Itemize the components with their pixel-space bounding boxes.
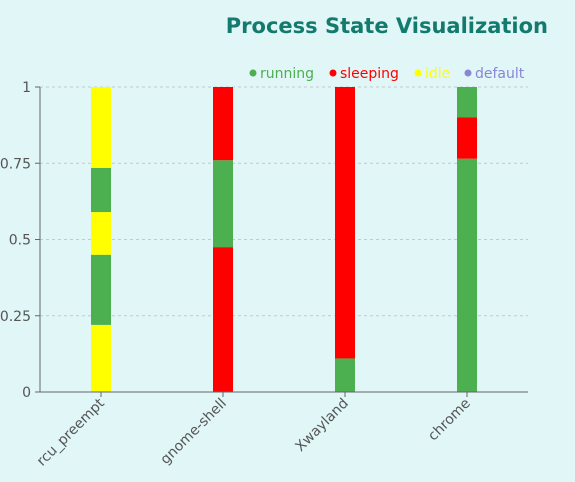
bar-segment-sleeping xyxy=(213,87,233,161)
legend-label-default: default xyxy=(475,66,525,82)
bar-segment-idle xyxy=(91,324,111,392)
x-tick-label: rcu_preempt xyxy=(34,395,108,469)
y-tick-label: 0 xyxy=(22,385,31,401)
legend-label-sleeping: sleeping xyxy=(340,66,399,82)
legend-marker-default xyxy=(464,69,472,77)
y-tick-label: 0.25 xyxy=(0,309,31,325)
bar-segment-running xyxy=(335,358,355,392)
bar-segment-running xyxy=(457,87,477,118)
bar-segment-running xyxy=(457,158,477,392)
x-tick-label: Xwayland xyxy=(292,396,351,455)
y-tick-label: 1 xyxy=(22,80,31,96)
x-tick-label: gnome-shell xyxy=(158,396,230,468)
y-tick-label: 0.5 xyxy=(9,233,31,249)
bar-segment-sleeping xyxy=(213,247,233,392)
bar-segment-running xyxy=(213,160,233,248)
bar-segment-running xyxy=(91,254,111,325)
bar-segment-running xyxy=(91,167,111,213)
y-tick-label: 0.75 xyxy=(0,156,31,172)
bar-segment-sleeping xyxy=(457,117,477,159)
legend-marker-running xyxy=(249,69,257,77)
bar-segment-idle xyxy=(91,212,111,255)
legend-label-running: running xyxy=(260,66,314,82)
legend-marker-sleeping xyxy=(329,69,337,77)
chart-title: Process State Visualization xyxy=(225,14,548,38)
bar-segment-idle xyxy=(91,87,111,168)
x-tick-label: chrome xyxy=(425,396,474,445)
legend-label-idle: idle xyxy=(425,66,450,82)
bar-segment-sleeping xyxy=(335,87,355,359)
legend-marker-idle xyxy=(414,69,422,77)
